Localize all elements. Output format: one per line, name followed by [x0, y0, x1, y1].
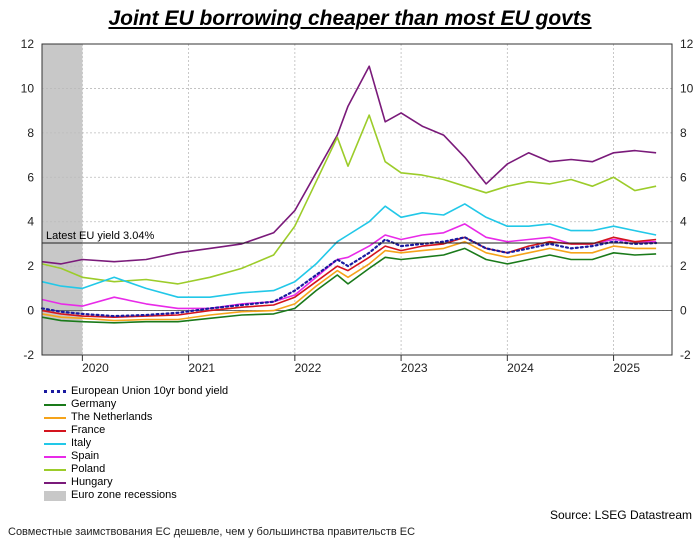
y-tick-label-left: -2 [23, 348, 34, 362]
x-tick-label: 2024 [507, 361, 534, 375]
y-tick-label-left: 4 [27, 215, 34, 229]
legend-item-eu: European Union 10yr bond yield [44, 385, 228, 398]
series-line-netherlands [41, 240, 657, 322]
recession-band-layer [42, 44, 83, 355]
reference-line-layer: Latest EU yield 3.04% [42, 230, 672, 244]
legend-label: Germany [71, 398, 117, 410]
legend-swatch-germany [44, 403, 66, 406]
legend-swatch-netherlands [44, 416, 66, 419]
series-line-spain [41, 223, 657, 310]
legend-label: European Union 10yr bond yield [71, 385, 229, 397]
y-tick-label-left: 12 [21, 37, 35, 51]
legend-item-france: France [44, 424, 228, 437]
recession-band [42, 44, 83, 355]
legend-swatch-spain [44, 455, 66, 458]
y-tick-label-left: 0 [27, 304, 34, 318]
legend-swatch-recession [44, 490, 66, 501]
tick-labels-layer: -2 -2 0 0 2 2 4 4 6 6 8 8 10 10 12 12 2020 2021 2022 2023 20… [21, 37, 694, 375]
legend-label: Italy [71, 437, 92, 449]
legend-label: Poland [71, 463, 106, 475]
legend-item-germany: Germany [44, 398, 228, 411]
reference-line-label: Latest EU yield 3.04% [46, 230, 154, 242]
series-line-germany [41, 247, 657, 324]
x-tick-label: 2020 [82, 361, 109, 375]
legend-label: Euro zone recessions [71, 489, 177, 501]
legend-item-netherlands: The Netherlands [44, 411, 228, 424]
y-tick-label-right: 0 [680, 304, 687, 318]
legend-label: Hungary [71, 476, 113, 488]
y-tick-label-right: 2 [680, 259, 687, 273]
y-tick-label-right: 10 [680, 81, 694, 95]
legend-item-hungary: Hungary [44, 476, 228, 489]
x-tick-label: 2022 [295, 361, 322, 375]
legend-label: France [71, 424, 106, 436]
legend: European Union 10yr bond yield Germany The… [44, 385, 228, 502]
y-tick-label-right: -2 [680, 348, 691, 362]
y-tick-label-right: 12 [680, 37, 694, 51]
legend-swatch-hungary [44, 481, 66, 484]
y-tick-label-left: 8 [27, 126, 34, 140]
legend-item-poland: Poland [44, 463, 228, 476]
y-tick-label-right: 6 [680, 170, 687, 184]
axes-layer [41, 43, 673, 356]
y-tick-label-right: 4 [680, 215, 687, 229]
legend-swatch-poland [44, 468, 66, 471]
series-line-italy [41, 203, 657, 299]
chart-title: Joint EU borrowing cheaper than most EU … [108, 7, 592, 30]
series-line-eu [40, 236, 658, 318]
legend-label: The Netherlands [71, 411, 153, 423]
x-tick-label: 2023 [401, 361, 428, 375]
y-tick-label-left: 6 [27, 170, 34, 184]
legend-item-spain: Spain [44, 450, 228, 463]
legend-swatch-italy [44, 442, 66, 445]
series-line-poland [41, 114, 657, 285]
legend-label: Spain [71, 450, 100, 462]
x-tick-label: 2025 [613, 361, 640, 375]
plot-frame [41, 43, 673, 356]
series-line-hungary [41, 65, 657, 265]
source-note: Source: LSEG Datastream [549, 508, 692, 522]
y-tick-label-right: 8 [680, 126, 687, 140]
y-tick-label-left: 10 [21, 81, 35, 95]
legend-item-recession: Euro zone recessions [44, 489, 228, 502]
y-tick-label-left: 2 [27, 259, 34, 273]
x-tick-label: 2021 [188, 361, 215, 375]
legend-swatch-eu [44, 390, 66, 393]
caption: Совместные заимствования ЕС дешевле, чем… [8, 526, 416, 538]
chart-canvas: Latest EU yield 3.04% -2 -2 0 0 2 2 4 4 6 6 8 8 10 10… [21, 37, 694, 375]
legend-swatch-france [44, 429, 66, 432]
legend-item-italy: Italy [44, 437, 228, 450]
series-layer [40, 65, 658, 324]
